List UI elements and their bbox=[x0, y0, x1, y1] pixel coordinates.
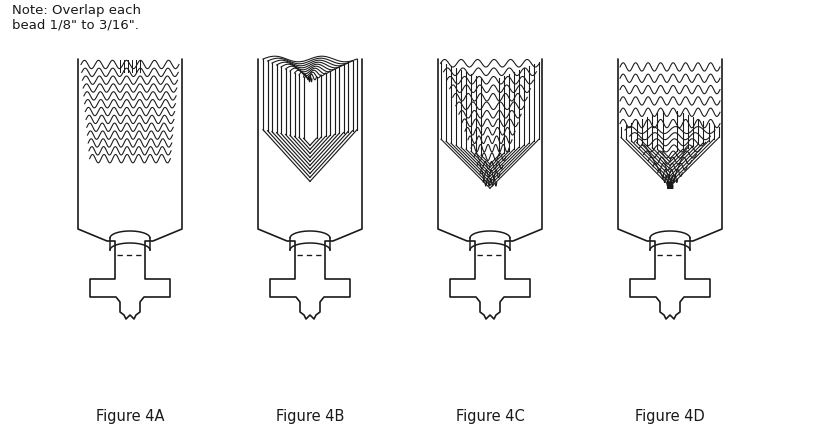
Text: Figure 4D: Figure 4D bbox=[635, 409, 705, 424]
Text: Figure 4C: Figure 4C bbox=[455, 409, 525, 424]
Text: Figure 4A: Figure 4A bbox=[96, 409, 164, 424]
Text: Figure 4B: Figure 4B bbox=[276, 409, 344, 424]
Text: Note: Overlap each
bead 1/8" to 3/16".: Note: Overlap each bead 1/8" to 3/16". bbox=[12, 4, 141, 32]
